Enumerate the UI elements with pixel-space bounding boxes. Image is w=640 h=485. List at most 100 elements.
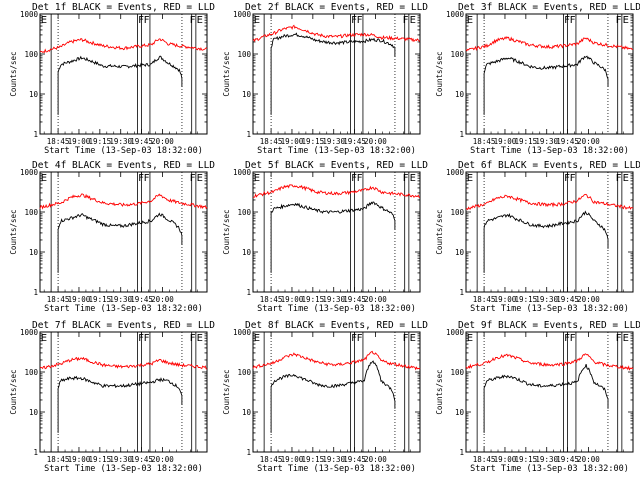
lld-series-line [252,350,421,371]
y-tick-label: 100 [24,208,38,217]
x-tick-label: 19:15 [89,455,112,464]
y-axis-label: Counts/sec [435,209,444,254]
y-tick-label: 1 [459,130,464,139]
plot-frame [252,331,421,453]
x-tick-label: 19:30 [322,455,345,464]
chart-panel-9: Det 9f BLACK = Events, RED = LLD 1 10 100 10… [435,320,640,474]
y-tick-label: 1 [33,288,38,297]
y-tick-label: 100 [237,368,251,377]
lld-series-line [465,36,633,52]
y-tick-label: 1 [33,130,38,139]
events-series-line [270,201,396,273]
y-tick-label: 1 [459,288,464,297]
x-tick-label: 18:45 [473,137,496,146]
flag-label: E [41,333,47,344]
flag-label: E [467,173,473,184]
y-tick-label: 10 [29,408,39,417]
y-axis-label: Counts/sec [222,51,231,96]
y-tick-label: 1000 [233,328,252,337]
x-tick-label: 19:00 [281,295,304,304]
flag-label: F [138,333,144,344]
flag-label: E [410,333,416,344]
flag-label: E [254,333,260,344]
x-tick-label: 19:15 [302,137,325,146]
y-tick-label: 100 [450,368,464,377]
plot-frame [465,331,634,453]
x-tick-label: 19:45 [556,295,579,304]
flag-label: E [197,333,203,344]
y-tick-label: 1 [33,448,38,457]
y-tick-label: 1 [459,448,464,457]
x-tick-label: 20:00 [151,455,174,464]
x-tick-label: 19:00 [281,137,304,146]
y-tick-label: 1000 [233,10,252,19]
chart-panel-6: Det 6f BLACK = Events, RED = LLD 1 10 100 10… [435,160,640,314]
x-axis-label: Start Time (13-Sep-03 18:32:00) [44,464,203,474]
chart-title: Det 7f BLACK = Events, RED = LLD [32,320,215,331]
events-series-line [483,363,609,433]
x-axis-label: Start Time (13-Sep-03 18:32:00) [257,464,416,474]
events-series-line [57,212,183,273]
x-axis-label: Start Time (13-Sep-03 18:32:00) [470,464,629,474]
y-tick-label: 100 [450,208,464,217]
y-tick-label: 100 [237,50,251,59]
flag-label: F [144,333,150,344]
plot-frame [39,13,208,135]
flag-label: E [41,15,47,26]
x-tick-label: 20:00 [364,137,387,146]
flag-label: E [254,173,260,184]
x-tick-label: 19:00 [494,455,517,464]
y-tick-label: 1000 [20,328,39,337]
chart-title: Det 3f BLACK = Events, RED = LLD [458,2,640,13]
y-tick-label: 10 [455,90,465,99]
x-axis-label: Start Time (13-Sep-03 18:32:00) [257,304,416,314]
y-axis-label: Counts/sec [222,209,231,254]
y-tick-label: 100 [450,50,464,59]
x-tick-label: 19:00 [68,455,91,464]
events-series-line [57,375,183,433]
x-tick-label: 19:00 [68,295,91,304]
x-tick-label: 19:45 [343,295,366,304]
x-tick-label: 19:30 [535,295,558,304]
flag-label: F [616,333,622,344]
flag-label: E [197,173,203,184]
y-tick-label: 1 [246,288,251,297]
y-tick-label: 100 [24,368,38,377]
events-series-line [483,210,609,273]
flag-label: F [351,15,357,26]
flag-label: F [190,173,196,184]
x-tick-label: 19:45 [556,455,579,464]
chart-panel-4: Det 4f BLACK = Events, RED = LLD 1 10 100 10… [9,160,215,314]
x-tick-label: 19:30 [109,137,132,146]
x-axis-label: Start Time (13-Sep-03 18:32:00) [44,304,203,314]
y-tick-label: 10 [455,248,465,257]
x-tick-label: 19:30 [535,455,558,464]
flag-label: F [144,15,150,26]
flag-label: E [623,15,629,26]
plot-frame [39,331,208,453]
chart-title: Det 9f BLACK = Events, RED = LLD [458,320,640,331]
lld-series-line [252,24,421,43]
x-tick-label: 19:45 [556,137,579,146]
x-tick-label: 19:45 [130,295,153,304]
flag-label: E [254,15,260,26]
x-tick-label: 19:30 [535,137,558,146]
flag-label: F [570,15,576,26]
flag-label: F [357,15,363,26]
lld-series-line [39,38,208,54]
chart-title: Det 8f BLACK = Events, RED = LLD [245,320,428,331]
x-tick-label: 20:00 [151,137,174,146]
plot-frame [39,171,208,293]
chart-panel-3: Det 3f BLACK = Events, RED = LLD 1 10 100 10… [435,2,640,156]
x-tick-label: 20:00 [577,137,600,146]
chart-title: Det 5f BLACK = Events, RED = LLD [245,160,428,171]
x-tick-label: 19:15 [89,295,112,304]
x-tick-label: 18:45 [47,295,70,304]
x-tick-label: 18:45 [260,455,283,464]
x-tick-label: 18:45 [473,455,496,464]
x-tick-label: 20:00 [364,295,387,304]
flag-label: E [623,173,629,184]
chart-panel-7: Det 7f BLACK = Events, RED = LLD 1 10 100 10… [9,320,215,474]
y-axis-label: Counts/sec [435,369,444,414]
